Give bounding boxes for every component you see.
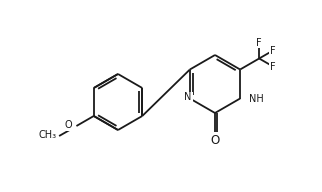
Text: CH₃: CH₃	[39, 130, 57, 140]
Text: F: F	[256, 37, 262, 47]
Text: N: N	[184, 93, 192, 103]
Text: NH: NH	[249, 94, 264, 103]
Text: F: F	[270, 46, 276, 55]
Text: F: F	[270, 61, 276, 71]
Text: O: O	[65, 120, 72, 130]
Text: O: O	[210, 133, 220, 146]
